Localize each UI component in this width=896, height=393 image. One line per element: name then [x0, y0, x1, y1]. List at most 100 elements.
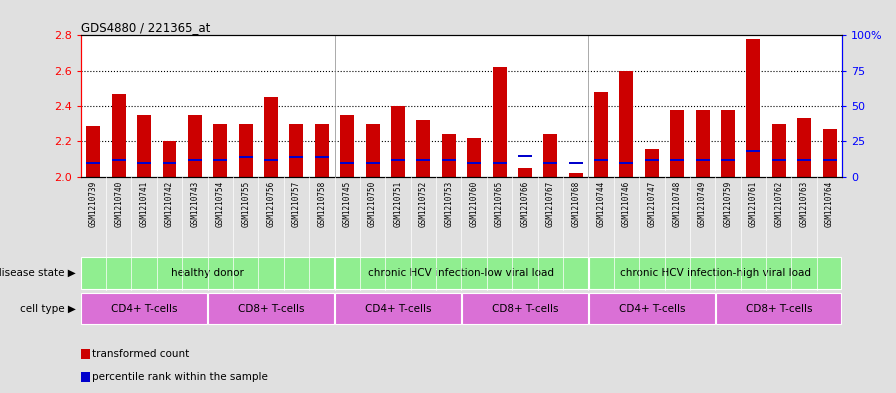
Bar — [86, 162, 100, 164]
Bar — [391, 106, 405, 177]
Text: GSM1210765: GSM1210765 — [495, 180, 504, 226]
Text: CD4+ T-cells: CD4+ T-cells — [111, 303, 177, 314]
Text: GSM1210748: GSM1210748 — [673, 180, 682, 226]
Bar — [467, 138, 481, 177]
Bar — [442, 159, 456, 161]
Text: GSM1210756: GSM1210756 — [266, 180, 276, 226]
Text: GSM1210753: GSM1210753 — [444, 180, 453, 226]
Bar — [289, 124, 304, 177]
Text: GSM1210759: GSM1210759 — [723, 180, 733, 226]
Bar — [721, 159, 735, 161]
Text: GSM1210752: GSM1210752 — [418, 180, 428, 226]
Bar — [594, 159, 608, 161]
Bar — [590, 257, 841, 289]
Bar — [493, 162, 506, 164]
Text: GSM1210742: GSM1210742 — [165, 180, 174, 226]
Text: GSM1210747: GSM1210747 — [647, 180, 657, 226]
Text: healthy donor: healthy donor — [171, 268, 244, 278]
Bar — [340, 162, 354, 164]
Bar — [716, 292, 841, 325]
Bar — [695, 159, 710, 161]
Bar — [86, 125, 100, 177]
Bar — [335, 257, 588, 289]
Bar — [695, 110, 710, 177]
Bar — [797, 159, 811, 161]
Bar — [797, 118, 811, 177]
Bar — [569, 173, 582, 177]
Text: GSM1210764: GSM1210764 — [825, 180, 834, 226]
Bar — [645, 159, 659, 161]
Bar — [670, 110, 685, 177]
Text: CD4+ T-cells: CD4+ T-cells — [618, 303, 685, 314]
Bar — [213, 159, 228, 161]
Bar — [518, 168, 532, 177]
Text: GDS4880 / 221365_at: GDS4880 / 221365_at — [81, 21, 210, 34]
Bar — [462, 292, 588, 325]
Bar — [619, 71, 633, 177]
Bar — [188, 115, 202, 177]
Bar — [645, 149, 659, 177]
Bar — [112, 159, 125, 161]
Bar — [590, 292, 714, 325]
Text: GSM1210762: GSM1210762 — [774, 180, 783, 226]
Bar — [314, 156, 329, 158]
Bar — [289, 156, 304, 158]
Text: percentile rank within the sample: percentile rank within the sample — [92, 372, 268, 382]
Text: GSM1210739: GSM1210739 — [89, 180, 98, 226]
Text: CD4+ T-cells: CD4+ T-cells — [365, 303, 431, 314]
Text: GSM1210768: GSM1210768 — [571, 180, 581, 226]
Bar — [213, 124, 228, 177]
Text: GSM1210746: GSM1210746 — [622, 180, 631, 226]
Bar — [569, 162, 582, 164]
Bar — [188, 159, 202, 161]
Bar — [137, 115, 151, 177]
Text: chronic HCV infection-low viral load: chronic HCV infection-low viral load — [368, 268, 555, 278]
Bar — [391, 159, 405, 161]
Bar — [209, 292, 333, 325]
Bar — [366, 162, 380, 164]
Text: GSM1210760: GSM1210760 — [470, 180, 478, 226]
Bar — [543, 134, 557, 177]
Bar — [417, 120, 430, 177]
Bar — [746, 150, 761, 152]
Text: disease state ▶: disease state ▶ — [0, 268, 76, 278]
Bar — [314, 124, 329, 177]
Bar — [594, 92, 608, 177]
Text: cell type ▶: cell type ▶ — [21, 303, 76, 314]
Text: GSM1210744: GSM1210744 — [597, 180, 606, 226]
Bar — [823, 129, 837, 177]
Bar — [137, 162, 151, 164]
Bar — [82, 257, 333, 289]
Bar — [771, 124, 786, 177]
Bar — [442, 134, 456, 177]
Bar — [543, 162, 557, 164]
Bar — [264, 97, 278, 177]
Bar — [340, 115, 354, 177]
Bar — [417, 159, 430, 161]
Text: GSM1210766: GSM1210766 — [521, 180, 530, 226]
Text: CD8+ T-cells: CD8+ T-cells — [745, 303, 812, 314]
Bar — [366, 124, 380, 177]
Bar — [467, 162, 481, 164]
Text: GSM1210749: GSM1210749 — [698, 180, 707, 226]
Bar — [746, 39, 761, 177]
Text: GSM1210761: GSM1210761 — [749, 180, 758, 226]
Text: GSM1210751: GSM1210751 — [393, 180, 402, 226]
Text: GSM1210741: GSM1210741 — [140, 180, 149, 226]
Bar — [264, 159, 278, 161]
Text: GSM1210740: GSM1210740 — [114, 180, 124, 226]
Text: GSM1210750: GSM1210750 — [368, 180, 377, 226]
Bar — [238, 156, 253, 158]
Text: GSM1210745: GSM1210745 — [342, 180, 352, 226]
Bar — [518, 154, 532, 157]
Bar — [335, 292, 461, 325]
Bar — [670, 159, 685, 161]
Bar — [721, 110, 735, 177]
Text: GSM1210757: GSM1210757 — [292, 180, 301, 226]
Text: GSM1210767: GSM1210767 — [546, 180, 555, 226]
Text: GSM1210755: GSM1210755 — [241, 180, 250, 226]
Bar — [112, 94, 125, 177]
Bar — [162, 141, 177, 177]
Bar — [238, 124, 253, 177]
Bar — [771, 159, 786, 161]
